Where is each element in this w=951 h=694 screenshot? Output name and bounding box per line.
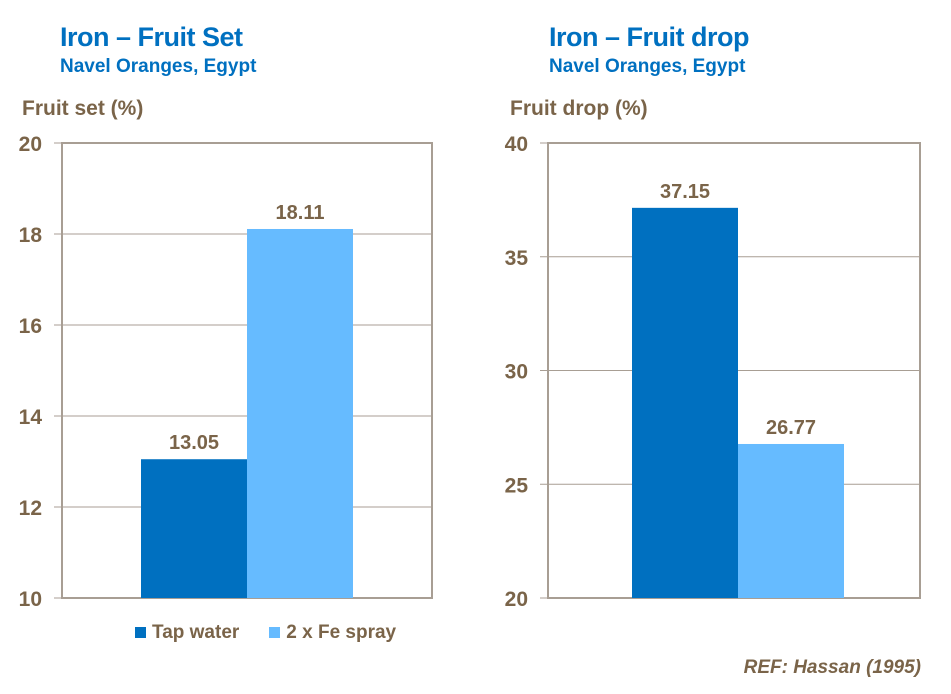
bar-fe-spray: [247, 228, 353, 598]
y-tick-label: 35: [505, 247, 529, 270]
data-label: 18.11: [276, 202, 325, 224]
y-tick-label: 20: [505, 588, 528, 611]
legend: Tap water 2 x Fe spray: [135, 622, 396, 644]
legend-item-tap-water: Tap water: [135, 622, 239, 644]
y-tick-label: 16: [19, 315, 42, 338]
data-label: 13.05: [169, 432, 219, 454]
data-label: 26.77: [766, 417, 816, 439]
data-label: 37.15: [660, 181, 710, 203]
chart2-ylabel: Fruit drop (%): [510, 97, 648, 120]
chart2-title: Iron – Fruit drop: [549, 22, 750, 52]
chart1-ylabel: Fruit set (%): [22, 97, 144, 120]
y-tick-label: 14: [19, 406, 43, 429]
y-tick-label: 18: [19, 224, 43, 247]
y-tick-label: 25: [505, 474, 529, 497]
legend-item-fe-spray: 2 x Fe spray: [269, 622, 396, 644]
chart1-title: Iron – Fruit Set: [60, 22, 243, 52]
y-tick-label: 12: [19, 497, 42, 520]
legend-swatch: [269, 627, 281, 638]
bar-fe-spray: [738, 443, 844, 598]
chart1-subtitle: Navel Oranges, Egypt: [60, 56, 257, 77]
y-tick-label: 10: [19, 588, 42, 611]
legend-label: Tap water: [152, 622, 240, 643]
bar-tap-water: [632, 207, 738, 598]
y-tick-label: 20: [19, 133, 42, 156]
legend-swatch: [135, 627, 146, 638]
reference: REF: Hassan (1995): [743, 657, 921, 678]
y-tick-label: 30: [505, 361, 528, 384]
bar-tap-water: [141, 459, 247, 598]
chart2-subtitle: Navel Oranges, Egypt: [549, 56, 746, 77]
y-tick-label: 40: [505, 133, 528, 156]
legend-label: 2 x Fe spray: [286, 622, 397, 643]
